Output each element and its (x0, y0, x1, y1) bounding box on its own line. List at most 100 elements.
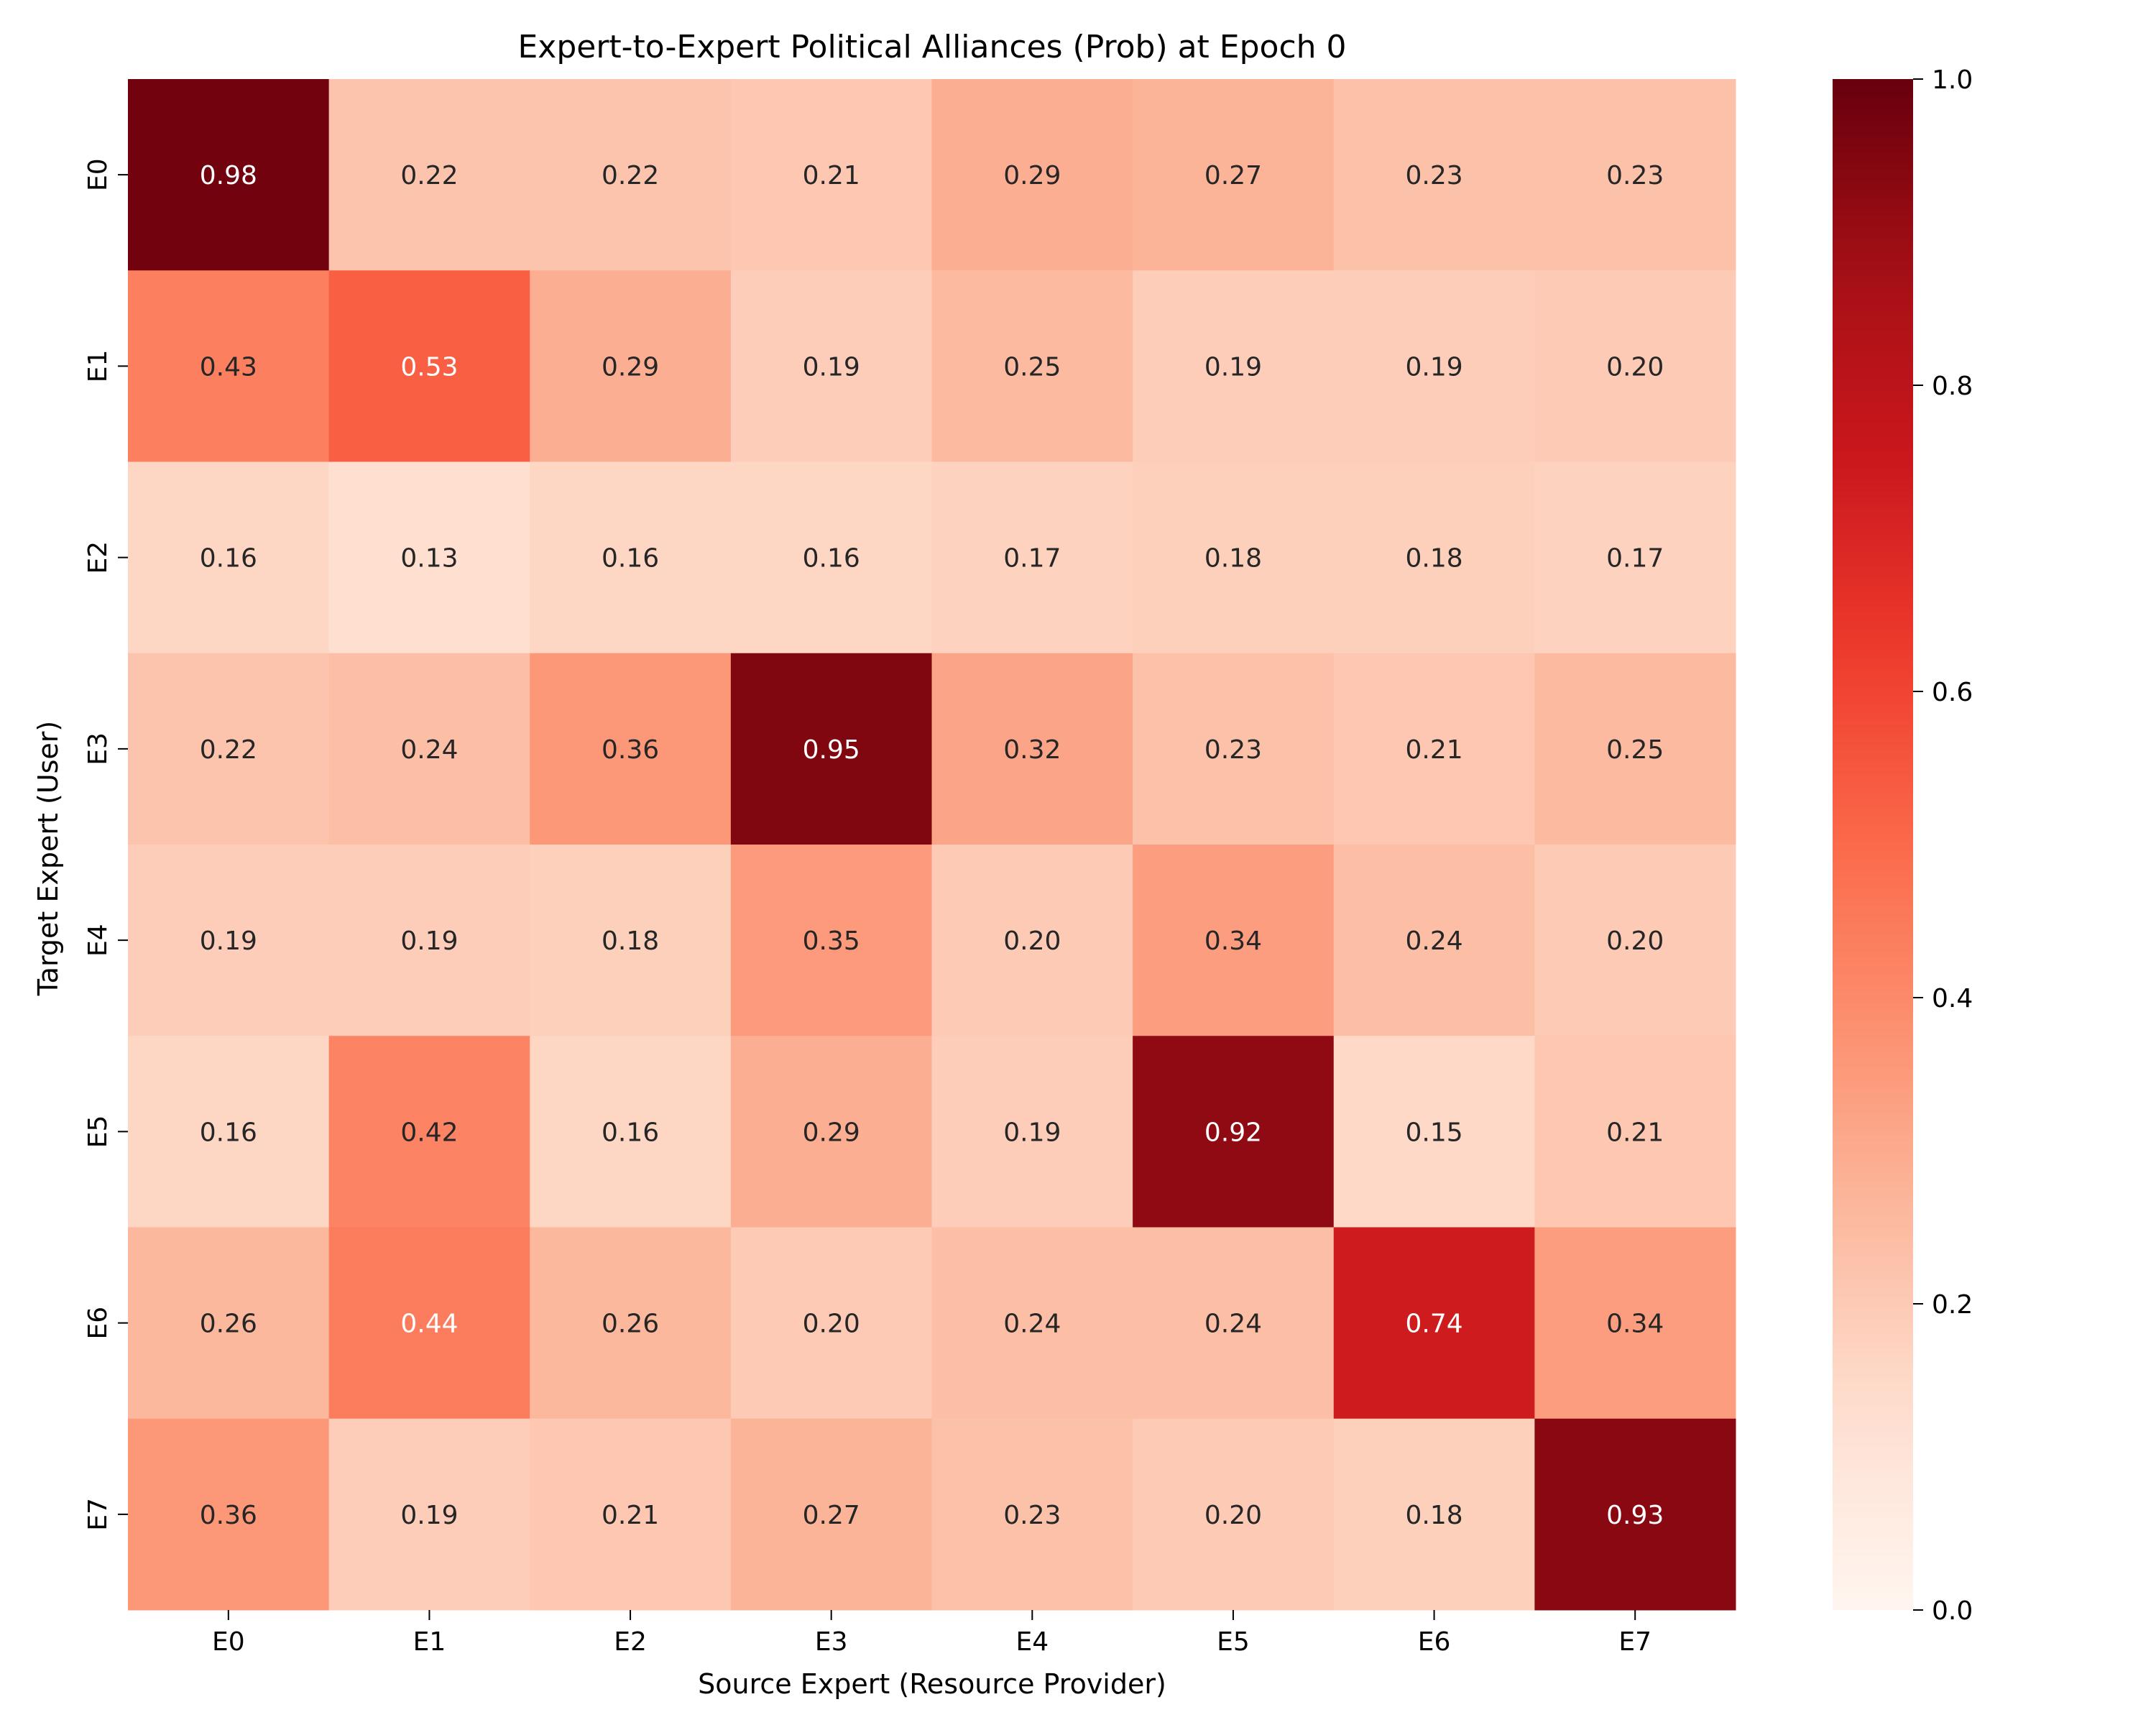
cell-value-label: 0.20 (1204, 1501, 1262, 1530)
heatmap-cell (328, 1036, 530, 1228)
cell-value-label: 0.43 (200, 352, 257, 382)
cell-value-label: 0.24 (1204, 1310, 1262, 1339)
heatmap-cell (931, 1036, 1133, 1228)
heatmap-cell (1333, 270, 1535, 462)
y-tick-label: E6 (83, 1307, 113, 1340)
colorbar-tick-label: 0.8 (1932, 372, 1973, 401)
cell-value-label: 0.42 (400, 1118, 458, 1147)
cell-value-label: 0.29 (1003, 161, 1061, 190)
cell-value-label: 0.17 (1003, 544, 1061, 574)
cell-value-label: 0.95 (803, 735, 860, 765)
heatmap-cell (1534, 1227, 1736, 1420)
x-tick-label: E0 (212, 1627, 245, 1657)
cell-value-label: 0.19 (200, 926, 257, 956)
heatmap-cell (328, 653, 530, 845)
y-tick-label: E7 (83, 1498, 113, 1531)
cell-value-label: 0.23 (1405, 161, 1462, 190)
heatmap-cell (328, 461, 530, 654)
cell-value-label: 0.32 (1003, 735, 1061, 765)
heatmap-cell (128, 1036, 330, 1228)
y-tick-label: E1 (83, 350, 113, 383)
heatmap-cell (1333, 1418, 1535, 1611)
cell-value-label: 0.22 (200, 735, 257, 765)
cell-value-label: 0.22 (602, 161, 659, 190)
cell-value-label: 0.24 (400, 735, 458, 765)
heatmap-cell (128, 845, 330, 1036)
heatmap-cell (530, 845, 732, 1036)
cell-value-label: 0.21 (602, 1501, 659, 1530)
cell-value-label: 0.20 (803, 1310, 860, 1339)
cell-value-label: 0.21 (1405, 735, 1462, 765)
heatmap-cell (1534, 461, 1736, 654)
cell-value-label: 0.27 (1204, 161, 1262, 190)
x-tick-label: E2 (614, 1627, 647, 1657)
cell-value-label: 0.26 (602, 1310, 659, 1339)
heatmap-cell (530, 270, 732, 462)
heatmap-cell (1333, 1036, 1535, 1228)
cell-value-label: 0.25 (1606, 735, 1664, 765)
heatmap-cell (1534, 653, 1736, 845)
cell-value-label: 0.18 (1405, 1501, 1462, 1530)
heatmap-cell (931, 270, 1133, 462)
y-tick-label: E4 (83, 924, 113, 957)
y-axis-label: Target Expert (User) (32, 721, 64, 997)
cell-value-label: 0.19 (400, 1501, 458, 1530)
cell-value-label: 0.24 (1405, 926, 1462, 956)
heatmap-cell (730, 653, 932, 845)
cell-value-label: 0.17 (1606, 544, 1664, 574)
heatmap-cell (128, 461, 330, 654)
heatmap-cell (1333, 845, 1535, 1036)
cell-value-label: 0.23 (1606, 161, 1664, 190)
heatmap-cell (1534, 270, 1736, 462)
heatmap-cell (128, 1418, 330, 1611)
heatmap-cell (1133, 653, 1335, 845)
heatmap-cell (128, 79, 330, 271)
colorbar-ticks: 0.0 0.2 0.4 0.6 0.8 1.0 (1913, 65, 1973, 1626)
cell-value-label: 0.20 (1606, 352, 1664, 382)
heatmap-cell (328, 845, 530, 1036)
heatmap-cell (931, 845, 1133, 1036)
colorbar-tick-label: 0.4 (1932, 984, 1973, 1013)
cell-value-label: 0.19 (400, 926, 458, 956)
heatmap-cell (730, 845, 932, 1036)
y-tick-label: E3 (83, 732, 113, 765)
cell-value-label: 0.34 (1606, 1310, 1664, 1339)
heatmap-cell (730, 1227, 932, 1420)
heatmap-cell (1133, 270, 1335, 462)
colorbar-tick-label: 0.6 (1932, 678, 1973, 707)
chart-title: Expert-to-Expert Political Alliances (Pr… (517, 29, 1346, 65)
cell-value-label: 0.23 (1003, 1501, 1061, 1530)
cell-value-label: 0.26 (200, 1310, 257, 1339)
heatmap-cell (730, 270, 932, 462)
heatmap-cell-labels: 0.98 0.22 0.22 0.21 0.29 0.27 0.23 0.23 0.43 0.53… (200, 161, 1664, 1530)
heatmap-cell (128, 270, 330, 462)
heatmap-cell (530, 1418, 732, 1611)
heatmap-cell (1333, 79, 1535, 271)
cell-value-label: 0.18 (1405, 544, 1462, 574)
x-axis-label: Source Expert (Resource Provider) (698, 1668, 1166, 1700)
heatmap-cells (128, 79, 1736, 1611)
heatmap-cell (1133, 1036, 1335, 1228)
cell-value-label: 0.36 (200, 1501, 257, 1530)
y-tick-label: E5 (83, 1116, 113, 1149)
heatmap-cell (1534, 1418, 1736, 1611)
heatmap-cell (128, 653, 330, 845)
cell-value-label: 0.36 (602, 735, 659, 765)
colorbar-tick-label: 0.2 (1932, 1290, 1973, 1320)
heatmap-cell (1333, 1227, 1535, 1420)
heatmap-cell (1133, 1418, 1335, 1611)
heatmap-cell (1133, 1227, 1335, 1420)
heatmap-cell (1133, 845, 1335, 1036)
cell-value-label: 0.19 (1405, 352, 1462, 382)
cell-value-label: 0.92 (1204, 1118, 1262, 1147)
colorbar (1833, 79, 1913, 1610)
y-axis-ticks: E0 E1 E2 E3 E4 E5 E6 E7 (83, 158, 128, 1531)
cell-value-label: 0.34 (1204, 926, 1262, 956)
cell-value-label: 0.20 (1606, 926, 1664, 956)
heatmap-cell (328, 1418, 530, 1611)
cell-value-label: 0.16 (803, 544, 860, 574)
cell-value-label: 0.74 (1405, 1310, 1462, 1339)
heatmap-cell (730, 1036, 932, 1228)
colorbar-tick-label: 0.0 (1932, 1596, 1973, 1626)
